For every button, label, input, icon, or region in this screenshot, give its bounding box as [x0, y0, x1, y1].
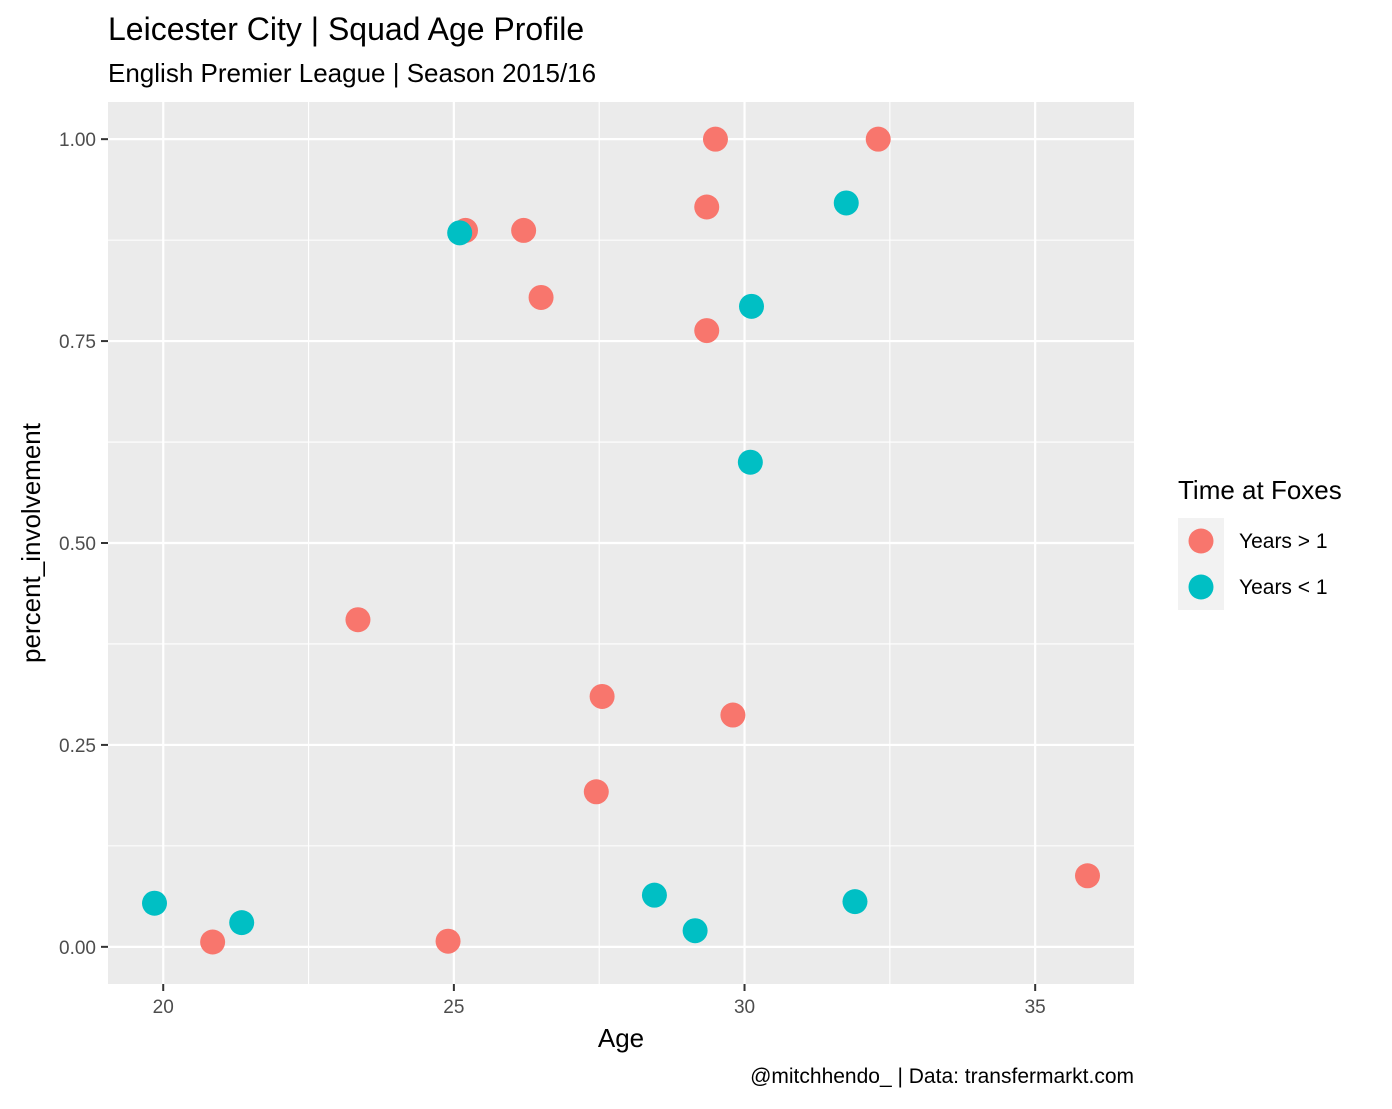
- axes: 20 25 30 35 0.00 0.25 0.50 0.75 1.00: [59, 130, 1046, 1018]
- y-tick-label: 0.75: [59, 332, 96, 353]
- data-point: [345, 607, 371, 633]
- data-point: [200, 929, 226, 955]
- data-point: [511, 217, 537, 243]
- legend-marker: [1188, 574, 1214, 600]
- data-points: [142, 126, 1100, 955]
- legend-entries: Years > 1 Years < 1: [1178, 518, 1328, 610]
- data-point: [229, 910, 255, 936]
- data-point: [589, 683, 615, 709]
- data-point: [737, 449, 763, 475]
- legend-label: Years > 1: [1239, 530, 1328, 553]
- data-point: [865, 126, 891, 152]
- data-point: [641, 882, 667, 908]
- data-point: [142, 890, 168, 916]
- data-point: [833, 190, 859, 216]
- x-tick-label: 30: [734, 997, 755, 1018]
- y-axis-title: percent_involvement: [16, 422, 46, 663]
- data-point: [1074, 863, 1100, 889]
- legend-label: Years < 1: [1239, 576, 1328, 599]
- data-point: [583, 779, 609, 805]
- data-point: [435, 928, 461, 954]
- y-tick-label: 0.50: [59, 534, 96, 555]
- data-point: [702, 126, 728, 152]
- x-tick-label: 25: [443, 997, 464, 1018]
- grid-lines: [108, 102, 1134, 984]
- y-tick-label: 0.25: [59, 736, 96, 757]
- data-point: [720, 702, 746, 728]
- data-point: [694, 318, 720, 344]
- data-point: [739, 293, 765, 319]
- legend-title: Time at Foxes: [1178, 475, 1342, 505]
- data-point: [528, 284, 554, 310]
- data-point: [694, 194, 720, 220]
- x-tick-label: 35: [1025, 997, 1046, 1018]
- x-axis-title: Age: [598, 1023, 644, 1053]
- chart-subtitle: English Premier League | Season 2015/16: [108, 58, 596, 88]
- y-tick-label: 1.00: [59, 130, 96, 151]
- data-point: [447, 220, 473, 246]
- legend-marker: [1188, 528, 1214, 554]
- data-point: [842, 889, 868, 915]
- chart-title: Leicester City | Squad Age Profile: [108, 11, 584, 47]
- data-point: [682, 918, 708, 944]
- y-tick-label: 0.00: [59, 938, 96, 959]
- legend: Time at Foxes Years > 1 Years < 1: [1178, 475, 1342, 610]
- chart-caption: @mitchhendo_ | Data: transfermarkt.com: [750, 1065, 1134, 1088]
- x-tick-label: 20: [153, 997, 174, 1018]
